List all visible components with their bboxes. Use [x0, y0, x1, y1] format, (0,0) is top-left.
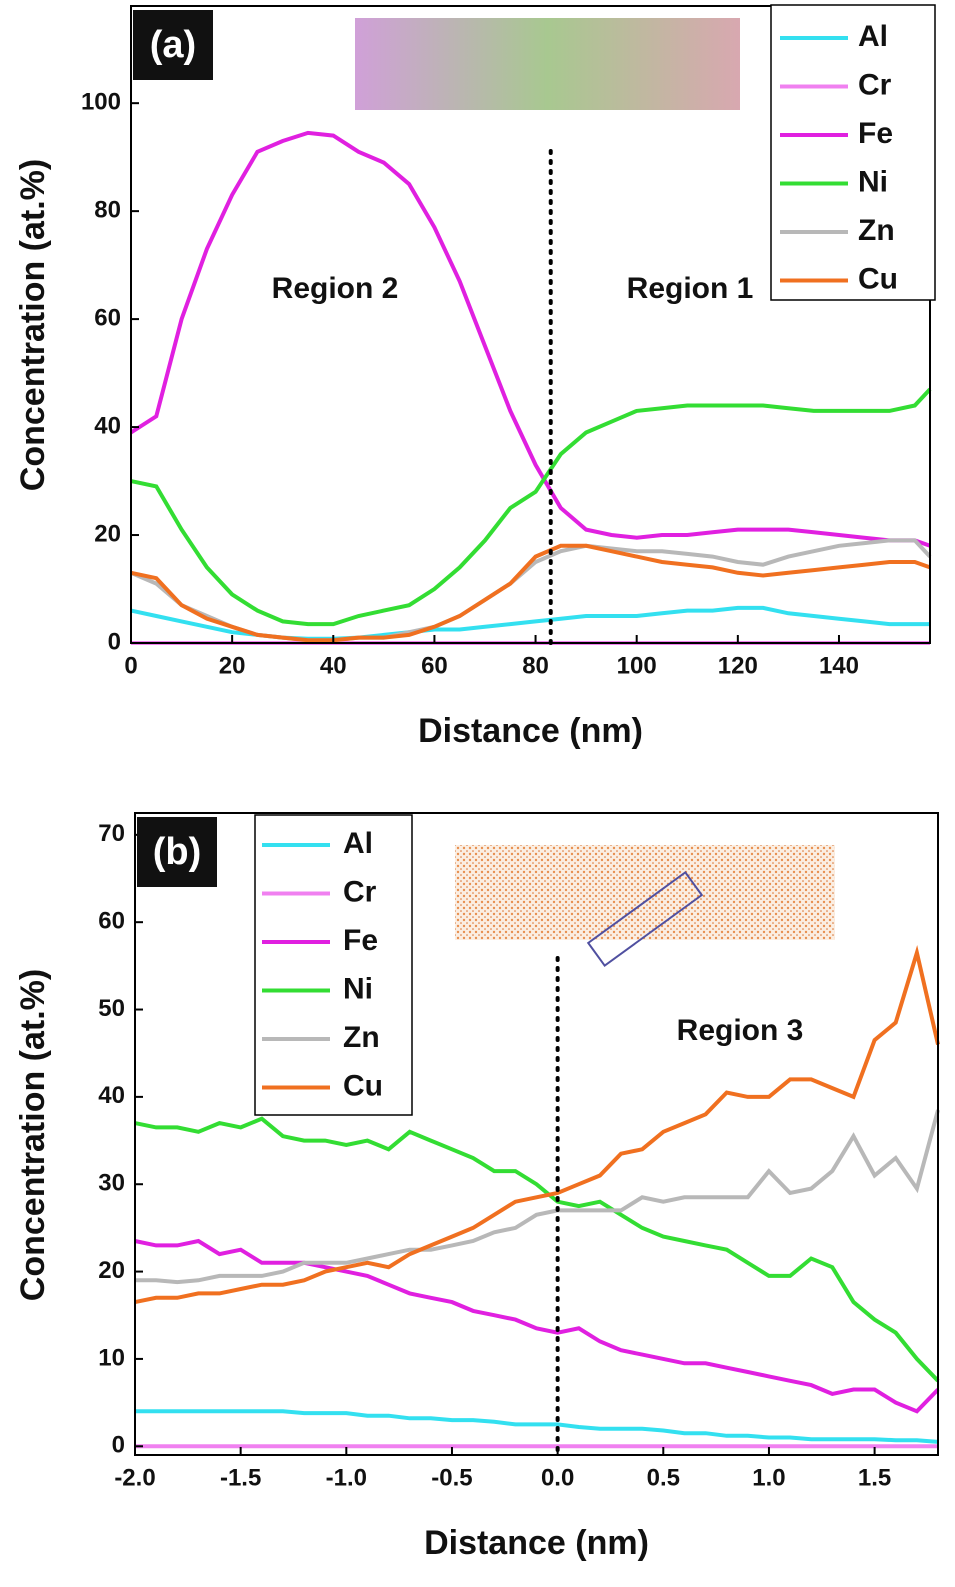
inset-box	[586, 871, 704, 967]
y-tick-label: 60	[94, 304, 121, 331]
x-tick-label: 20	[219, 652, 246, 679]
x-tick-label: 100	[617, 652, 657, 679]
series-line	[129, 130, 931, 548]
legend-label: Cu	[858, 262, 898, 295]
x-tick-label: -1.0	[326, 1464, 367, 1491]
y-tick-label: 10	[98, 1344, 125, 1371]
panel-label-box	[137, 817, 217, 887]
panel-label: (b)	[153, 831, 202, 873]
annotation: Region 2	[272, 272, 399, 305]
legend-label: Al	[343, 827, 373, 860]
annotation: Region 1	[627, 272, 754, 305]
legend-label: Ni	[858, 165, 888, 198]
legend-label: Fe	[343, 924, 378, 957]
annotation: Region 3	[677, 1014, 804, 1047]
series-line	[130, 543, 931, 643]
y-tick-label: 70	[98, 820, 125, 847]
y-tick-label: 0	[108, 628, 121, 655]
x-tick-label: -0.5	[431, 1464, 472, 1491]
legend-label: Zn	[343, 1021, 380, 1054]
x-tick-label: -1.5	[220, 1464, 261, 1491]
legend-label: Cr	[858, 68, 892, 101]
y-axis-title: Concentration (at.%)	[14, 969, 52, 1301]
panel-label: (a)	[150, 24, 196, 66]
y-axis-title: Concentration (at.%)	[14, 159, 52, 491]
series-line	[134, 1238, 940, 1414]
legend-box	[254, 814, 413, 1116]
plot-frame	[134, 812, 939, 1456]
series-line	[135, 1409, 939, 1444]
legend-label: Ni	[343, 972, 373, 1005]
x-tick-label: 1.5	[858, 1464, 891, 1491]
series-line	[135, 1109, 940, 1285]
series-line	[130, 538, 932, 643]
plot-frame	[130, 5, 931, 644]
x-tick-label: 0.5	[647, 1464, 680, 1491]
inset-image	[455, 845, 835, 940]
x-tick-label: 40	[320, 652, 347, 679]
legend-label: Fe	[858, 117, 893, 150]
x-tick-label: 0	[124, 652, 137, 679]
y-tick-label: 100	[81, 89, 121, 116]
x-tick-label: 0.0	[541, 1464, 574, 1491]
panel-label-box	[133, 10, 213, 80]
legend-label: Cr	[343, 875, 377, 908]
x-tick-label: 80	[522, 652, 549, 679]
y-tick-label: 0	[112, 1432, 125, 1459]
series-line	[134, 945, 940, 1305]
x-tick-label: 140	[819, 652, 859, 679]
inset-image	[355, 18, 740, 110]
x-tick-label: -2.0	[114, 1464, 155, 1491]
legend-label: Cu	[343, 1069, 383, 1102]
y-tick-label: 80	[94, 196, 121, 223]
x-tick-label: 60	[421, 652, 448, 679]
y-tick-label: 60	[98, 908, 125, 935]
y-tick-label: 40	[98, 1082, 125, 1109]
y-tick-label: 50	[98, 995, 125, 1022]
legend-label: Zn	[858, 214, 895, 247]
series-line	[130, 387, 932, 627]
x-axis-title: Distance (nm)	[418, 712, 643, 750]
x-axis-title: Distance (nm)	[424, 1524, 649, 1562]
series-line	[134, 1116, 940, 1383]
y-tick-label: 20	[94, 520, 121, 547]
y-tick-label: 20	[98, 1257, 125, 1284]
x-tick-label: 120	[718, 652, 758, 679]
y-tick-label: 40	[94, 412, 121, 439]
x-tick-label: 1.0	[752, 1464, 785, 1491]
legend-label: Al	[858, 20, 888, 53]
y-tick-label: 30	[98, 1170, 125, 1197]
legend-box	[770, 4, 936, 301]
